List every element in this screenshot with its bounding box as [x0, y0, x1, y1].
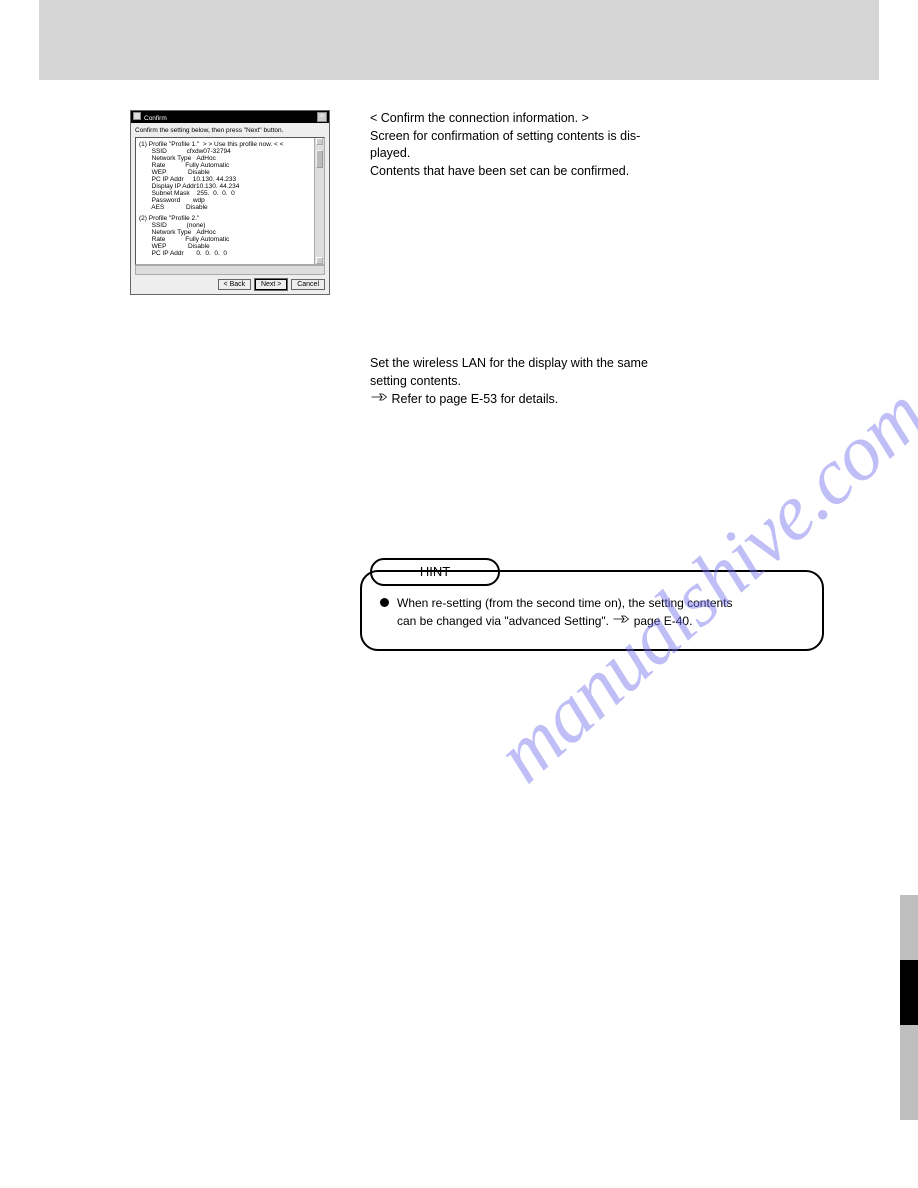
- settings-row: Network Type AdHoc: [139, 229, 321, 236]
- hand-pointer-icon: [370, 390, 388, 410]
- scroll-up-icon[interactable]: [316, 138, 323, 145]
- confirm-dialog: Confirm × Confirm the setting below, the…: [130, 110, 330, 295]
- bullet-icon: [380, 598, 389, 607]
- back-button[interactable]: < Back: [218, 279, 252, 290]
- index-tab: [900, 895, 918, 960]
- hand-pointer-icon: [612, 612, 630, 631]
- para1-line3: played.: [370, 145, 840, 163]
- settings-row: SSID (none): [139, 222, 321, 229]
- settings-row: Rate Fully Automatic: [139, 236, 321, 243]
- settings-row: Subnet Mask 255. 0. 0. 0: [139, 190, 321, 197]
- dialog-title-text: Confirm: [144, 115, 167, 122]
- settings-row: SSID cfxdw07-32794: [139, 148, 321, 155]
- scrollbar-horizontal[interactable]: [135, 265, 325, 275]
- para1-line2: Screen for confirmation of setting conte…: [370, 128, 840, 146]
- dialog-instruction: Confirm the setting below, then press "N…: [135, 127, 325, 134]
- settings-row: Network Type AdHoc: [139, 155, 321, 162]
- para1-line1: < Confirm the connection information. >: [370, 110, 840, 128]
- index-tab-current: [900, 960, 918, 1025]
- cancel-button[interactable]: Cancel: [291, 279, 325, 290]
- profile1-header: (1) Profile "Profile 1." > > Use this pr…: [139, 141, 321, 148]
- settings-list: (1) Profile "Profile 1." > > Use this pr…: [135, 137, 325, 265]
- description-block: < Confirm the connection information. > …: [370, 110, 840, 410]
- settings-row: AES Disable: [139, 204, 321, 211]
- close-icon[interactable]: ×: [317, 112, 327, 122]
- settings-row: Password wdp: [139, 197, 321, 204]
- settings-row: WEP Disable: [139, 169, 321, 176]
- dialog-app-icon: [133, 112, 141, 120]
- hint-box: HINT When re-setting (from the second ti…: [360, 558, 824, 651]
- profile2-header: (2) Profile "Profile 2.": [139, 215, 321, 222]
- side-index-tabs: [900, 895, 918, 1120]
- next-button[interactable]: Next >: [255, 279, 287, 290]
- scroll-thumb[interactable]: [316, 150, 323, 168]
- settings-row: PC IP Addr 0. 0. 0. 0: [139, 250, 321, 257]
- scroll-down-icon[interactable]: [316, 257, 323, 264]
- para2-line1: Set the wireless LAN for the display wit…: [370, 355, 840, 373]
- page-ref-text: Refer to page E-53 for details.: [391, 392, 558, 406]
- settings-row: Rate Fully Automatic: [139, 162, 321, 169]
- para2-line3: Refer to page E-53 for details.: [370, 390, 840, 410]
- para1-line4: Contents that have been set can be confi…: [370, 163, 840, 181]
- settings-row: WEP Disable: [139, 243, 321, 250]
- para2-line2: setting contents.: [370, 373, 840, 391]
- scrollbar-vertical[interactable]: [314, 138, 324, 264]
- dialog-titlebar: Confirm ×: [131, 111, 329, 123]
- settings-row: PC IP Addr 10.130. 44.233: [139, 176, 321, 183]
- index-tab: [900, 1025, 918, 1120]
- hint-text: When re-setting (from the second time on…: [397, 594, 733, 631]
- settings-row: Display IP Addr10.130. 44.234: [139, 183, 321, 190]
- hint-label: HINT: [370, 558, 500, 586]
